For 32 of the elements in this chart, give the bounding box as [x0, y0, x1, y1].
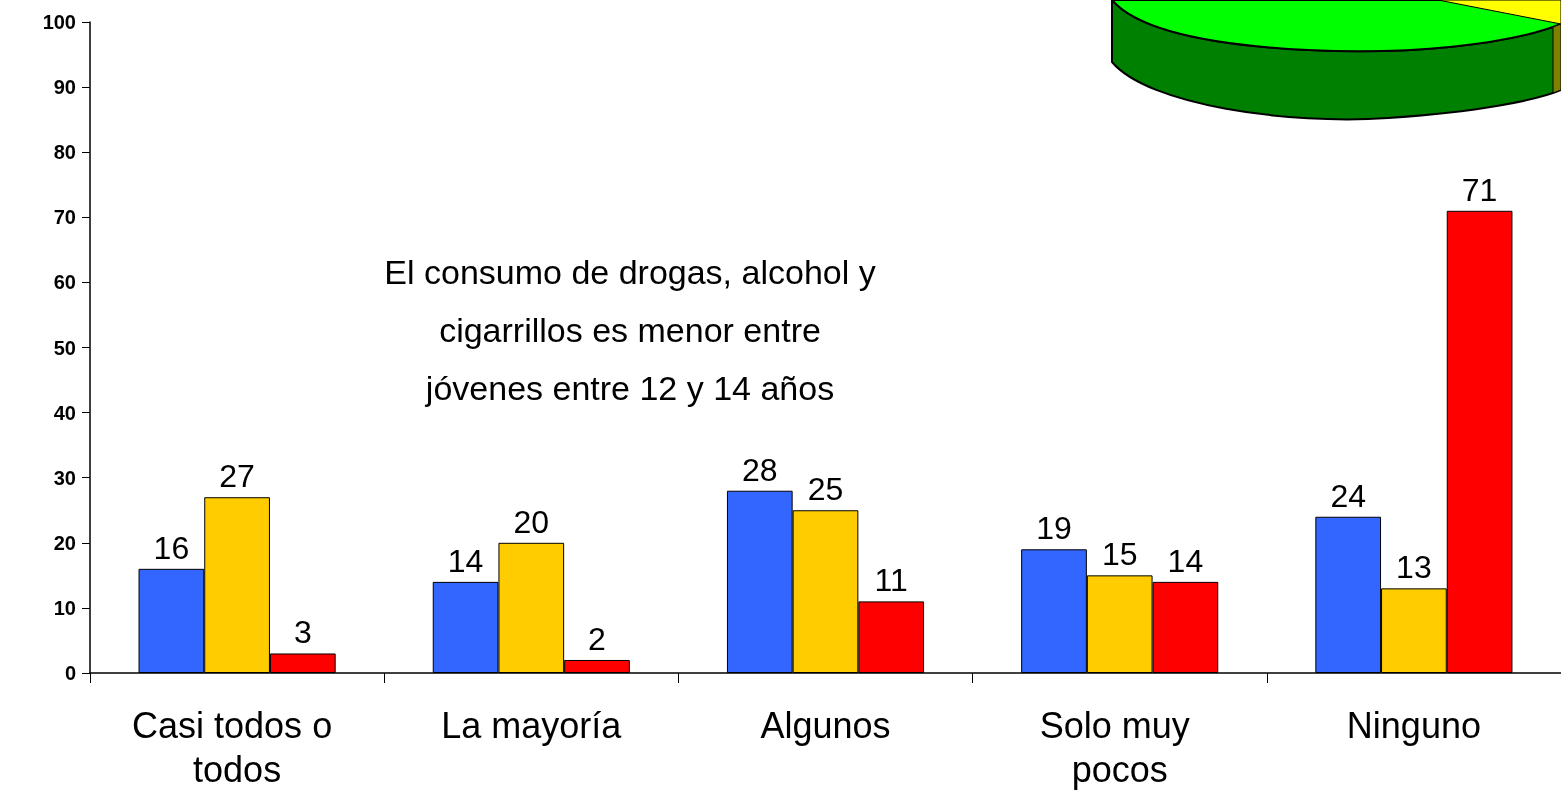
data-label: 27 [219, 458, 255, 495]
data-label: 16 [153, 529, 190, 566]
y-tick-label: 50 [53, 336, 76, 359]
data-label: 20 [513, 503, 550, 540]
y-tick-label: 20 [53, 531, 76, 554]
y-tick-label: 90 [53, 76, 76, 99]
y-tick-label: 100 [42, 11, 76, 33]
x-tick-label: Algunos [760, 704, 891, 746]
data-label: 2 [588, 620, 606, 657]
data-label: 71 [1461, 171, 1498, 208]
data-label: 24 [1330, 477, 1366, 514]
data-label: 13 [1396, 549, 1432, 586]
y-tick-label: 10 [53, 596, 76, 619]
y-tick-label: 40 [53, 401, 76, 424]
y-tick-label: 80 [53, 141, 76, 164]
data-label: 3 [293, 614, 312, 651]
annotation: El consumo de drogas, alcohol y cigarrillos es menor entre jóvenes entre 12 y 14 años [384, 253, 876, 407]
x-tick-label: Solo muy pocos [1039, 704, 1200, 790]
data-label: 11 [874, 562, 908, 599]
y-tick-label: 60 [53, 271, 76, 294]
y-tick-label: 70 [53, 206, 76, 229]
data-label: 14 [1167, 542, 1204, 579]
x-tick-label: Ninguno [1346, 704, 1481, 746]
data-label: 25 [807, 471, 844, 508]
data-label: 28 [742, 451, 778, 488]
y-tick-label: 0 [64, 662, 76, 684]
y-tick-label: 30 [53, 466, 76, 489]
data-label: 14 [447, 542, 484, 579]
x-tick-label: La mayoría [441, 704, 623, 746]
data-label: 19 [1036, 510, 1072, 547]
x-tick-label: Casi todos o todos [132, 704, 343, 790]
data-label: 15 [1101, 536, 1138, 573]
